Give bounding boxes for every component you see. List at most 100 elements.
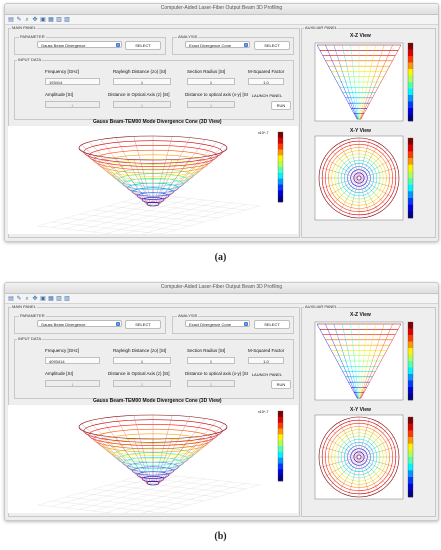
save-icon[interactable]: ▣ [40, 295, 46, 302]
export-icon[interactable]: ▥ [56, 295, 62, 302]
frequency-input[interactable]: 193414 [45, 78, 100, 85]
save-icon[interactable]: ▣ [40, 16, 46, 23]
new-file-icon[interactable]: ▤ [8, 295, 14, 302]
colorbar-segment [408, 75, 413, 83]
colorbar-segment [408, 470, 413, 478]
cone-generator [158, 429, 225, 484]
colorbar-frame [407, 416, 414, 498]
run-button[interactable]: RUN [271, 380, 291, 389]
distance-axis-input[interactable]: 1 [187, 101, 235, 108]
rayleigh-input[interactable]: 1 [113, 357, 171, 364]
caption-b: (b) [214, 531, 227, 542]
section-radius-input[interactable]: 1 [187, 78, 235, 85]
parameter-dropdown[interactable]: Gauss Beam Divergence ▾ [37, 41, 122, 48]
pan-icon[interactable]: ✥ [32, 295, 38, 302]
colorbar-segment [408, 151, 413, 159]
zoom-icon[interactable]: ⌕ [25, 16, 29, 23]
xy-spoke [320, 167, 358, 178]
colorbar-segment [278, 440, 283, 447]
cone-generator [157, 435, 206, 485]
amplitude-input[interactable]: 1 [45, 101, 100, 108]
aux-panel [301, 307, 436, 517]
colorbar-segment [408, 184, 413, 192]
msquared-input[interactable]: 1.0 [248, 78, 284, 85]
xz-generator [360, 323, 385, 399]
analysis-dropdown[interactable]: Exact Divergence Cone ▾ [185, 320, 250, 327]
delete-icon[interactable]: ▧ [64, 16, 70, 23]
grid-line [107, 205, 219, 219]
cone-generator [157, 156, 206, 206]
amplitude-input[interactable]: 1 [45, 380, 100, 387]
xy-spoke [338, 179, 359, 213]
input-data-label: INPUT DATA [17, 57, 43, 62]
xz-generator [360, 323, 393, 399]
grid-line [149, 472, 261, 486]
launch-panel-button[interactable]: LAUNCH PANEL [248, 91, 286, 100]
cone-generator [158, 144, 225, 204]
colorbar-segment [278, 137, 283, 144]
edit-icon[interactable]: ✎ [16, 16, 22, 23]
grid-line [149, 193, 261, 207]
colorbar-segment [278, 167, 283, 174]
xz-view-title: X-Z View [350, 33, 371, 39]
xy-spoke [338, 143, 359, 177]
rayleigh-input[interactable]: 1 [113, 78, 171, 85]
cone-generator [158, 432, 218, 485]
aux-panel [301, 28, 436, 238]
input-data-panel [14, 60, 294, 120]
xz-generator [325, 44, 358, 120]
parameter-dropdown[interactable]: Gauss Beam Divergence ▾ [37, 320, 122, 327]
caption-a: (a) [214, 252, 227, 263]
edit-icon[interactable]: ✎ [16, 295, 22, 302]
frequency-label: Frequency [GHz] [45, 69, 80, 74]
cone-generator [154, 438, 173, 485]
grid-line [121, 201, 233, 215]
colorbar-segment [278, 451, 283, 458]
launch-panel-button[interactable]: LAUNCH PANEL [248, 370, 286, 379]
distance-axis-input[interactable]: 1 [187, 380, 235, 387]
xz-generator [350, 44, 359, 120]
colorbar-frame [407, 137, 414, 219]
toolbar: ▤ ✎ ⌕ ✥ ▣ ▦ ▥ ▧ [5, 294, 438, 304]
cone-generator [158, 150, 225, 205]
analysis-select-button[interactable]: SELECT [254, 41, 290, 50]
xz-generator [325, 323, 358, 399]
xy-spoke [360, 149, 388, 177]
colorbar-segment [408, 361, 413, 368]
cone-generator [154, 136, 173, 203]
delete-icon[interactable]: ▧ [64, 295, 70, 302]
colorbar-segment [408, 69, 413, 76]
print-icon[interactable]: ▦ [48, 16, 54, 23]
colorbar-segment [278, 463, 283, 470]
cone-generator [155, 416, 191, 482]
section-radius-input[interactable]: 1 [187, 357, 235, 364]
optical-axis-input[interactable]: 1 [113, 380, 171, 387]
analysis-dropdown[interactable]: Exact Divergence Cone ▾ [185, 41, 250, 48]
run-button[interactable]: RUN [271, 101, 291, 110]
analysis-select-button[interactable]: SELECT [254, 320, 290, 329]
parameter-select-button[interactable]: SELECT [125, 320, 161, 329]
xy-spoke [360, 436, 394, 457]
colorbar-frame [407, 321, 414, 401]
zoom-icon[interactable]: ⌕ [25, 295, 29, 302]
optical-axis-input[interactable]: 1 [113, 101, 171, 108]
colorbar-segment [408, 335, 413, 342]
grid-line [107, 484, 219, 498]
parameter-select-button[interactable]: SELECT [125, 41, 161, 50]
cone-generator [158, 423, 225, 483]
cone-generator [154, 159, 173, 206]
amplitude-label: Amplitude [SI] [45, 92, 74, 97]
cone-generator [100, 435, 149, 485]
pan-icon[interactable]: ✥ [32, 16, 38, 23]
grid-line [135, 476, 247, 490]
print-icon[interactable]: ▦ [48, 295, 54, 302]
export-icon[interactable]: ▥ [56, 16, 62, 23]
toolbar: ▤ ✎ ⌕ ✥ ▣ ▦ ▥ ▧ [5, 15, 438, 25]
xy-spoke [348, 458, 359, 496]
colorbar-segment [408, 380, 413, 388]
analysis-label: ANALYSIS [177, 34, 199, 39]
new-file-icon[interactable]: ▤ [8, 16, 14, 23]
frequency-input[interactable]: 4093414 [45, 357, 100, 364]
msquared-input[interactable]: 1.0 [248, 357, 284, 364]
xy-spoke [324, 436, 358, 457]
